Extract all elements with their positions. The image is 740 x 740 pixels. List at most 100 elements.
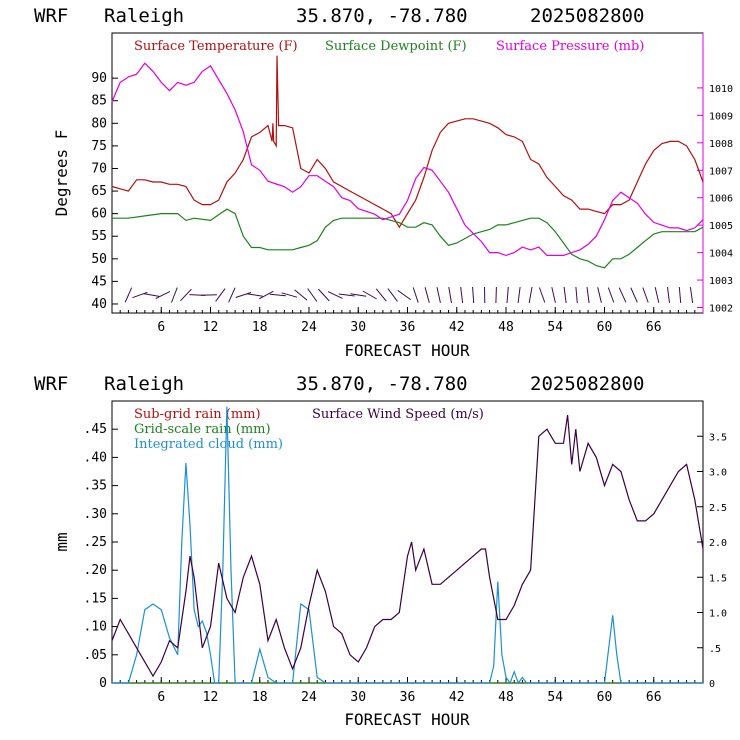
y-tick-label: 85 [91,94,107,109]
x-tick-label: 12 [203,320,219,335]
x-tick-label: 66 [646,690,662,705]
wind-barb [327,291,343,299]
wind-barb [506,286,509,304]
wind-barb [689,287,694,303]
wind-barb [307,288,318,302]
y-tick-label: 60 [91,207,107,222]
panel1-init: 2025082800 [530,5,644,27]
panel2-right-ticks: 0 .5 1.0 1.5 2.0 2.5 3.0 3.5 [697,432,727,690]
wind-speed-line [111,415,704,678]
wind-barb [630,287,638,303]
panel1-model: WRF [34,5,68,27]
y2-tick-label: 0 [709,679,715,690]
wind-barb [215,288,226,302]
y-tick-label: .20 [84,563,107,578]
panel2-xlabel: FORECAST HOUR [344,710,470,729]
legend-subgrid-rain: Sub-grid rain (mm) [134,407,261,422]
panel1-coords: 35.870, -78.780 [296,5,468,27]
wind-barb [397,289,411,301]
panel2-series [111,406,704,685]
wind-barb [460,287,464,303]
y2-tick-label: 1004 [709,249,733,260]
panel1-frame [111,32,704,314]
pressure-line [111,62,704,257]
wind-barb [124,287,133,303]
panel1-location: Raleigh [104,5,184,27]
y-tick-label: .05 [84,648,107,663]
wind-barb [618,287,627,303]
wind-barbs [124,286,694,304]
panel1-xlabel: FORECAST HOUR [344,341,470,360]
y2-tick-label: 2.0 [709,538,727,549]
wind-barb [424,287,430,303]
y2-tick-label: 1.0 [709,609,727,620]
x-tick-label: 36 [400,320,416,335]
y2-tick-label: 1006 [709,194,733,205]
y2-tick-label: .5 [709,644,721,655]
wind-barb [235,292,252,298]
y2-tick-label: 1010 [709,84,733,95]
wind-barb [448,287,452,303]
y2-tick-label: 1007 [709,166,733,177]
y-tick-label: 40 [91,297,107,312]
y2-tick-label: 3.0 [709,468,727,479]
y-tick-label: .10 [84,620,107,635]
y2-tick-label: 1003 [709,276,733,287]
wind-barb [436,287,441,303]
y-tick-label: .25 [84,535,107,550]
wind-barb [667,287,670,303]
wind-barb [155,290,171,300]
panel1-header: WRF Raleigh 35.870, -78.780 2025082800 [34,5,644,27]
panel1-x-ticks: 6 12 18 24 30 36 42 48 54 60 66 [119,307,696,335]
integrated-cloud-line [112,406,703,685]
y-tick-label: 55 [91,229,107,244]
panel2-model: WRF [34,373,68,395]
wind-barb [180,288,192,302]
wind-barb [228,287,236,303]
panel1-right-ticks: 1002 1003 1004 1005 1006 1007 1008 1009 1010 [697,84,733,315]
wind-barb [387,288,398,302]
dewpoint-line [112,208,704,269]
legend-integrated-cloud: Integrated cloud (mm) [134,437,283,452]
wind-barb [362,290,377,300]
y-tick-label: .40 [84,450,107,465]
wind-barb [143,293,160,297]
wind-barb [654,287,660,303]
y2-tick-label: 1008 [709,139,733,150]
panel1-left-ticks: 40 45 50 55 60 65 70 75 80 85 90 [91,71,118,312]
x-tick-label: 24 [301,320,317,335]
y-tick-label: .45 [84,422,107,437]
x-tick-label: 60 [597,320,613,335]
wind-barb [607,287,615,303]
panel2-init: 2025082800 [530,373,644,395]
panel2-ylabel: mm [52,532,71,551]
legend-pressure: Surface Pressure (mb) [496,39,644,54]
x-tick-label: 66 [646,320,662,335]
wind-barb [318,288,330,302]
wind-barb [528,287,533,303]
y2-tick-label: 1.5 [709,573,727,584]
panel1-legend: Surface Temperature (F) Surface Dewpoint… [134,39,644,54]
y-tick-label: .30 [84,507,107,522]
y2-tick-label: 1009 [709,111,733,122]
x-tick-label: 12 [203,690,219,705]
wind-barb [269,293,286,297]
legend-dewpoint: Surface Dewpoint (F) [325,39,467,54]
wind-barb [259,290,274,300]
wind-barb [412,287,419,303]
y-tick-label: 70 [91,161,107,176]
wind-barb [642,287,649,303]
wind-barb [281,292,298,298]
wind-barb [597,287,602,303]
wind-barb [246,293,263,297]
panel2-left-ticks: 0 .05 .10 .15 .20 .25 .30 .35 .40 .45 [84,422,118,691]
wind-barb [517,287,521,303]
y-tick-label: 50 [91,252,107,267]
wind-barb [472,286,475,304]
x-tick-label: 30 [350,690,366,705]
wind-barb [678,286,682,304]
y2-tick-label: 2.5 [709,503,727,514]
y-tick-label: 80 [91,116,107,131]
y-tick-label: 65 [91,184,107,199]
